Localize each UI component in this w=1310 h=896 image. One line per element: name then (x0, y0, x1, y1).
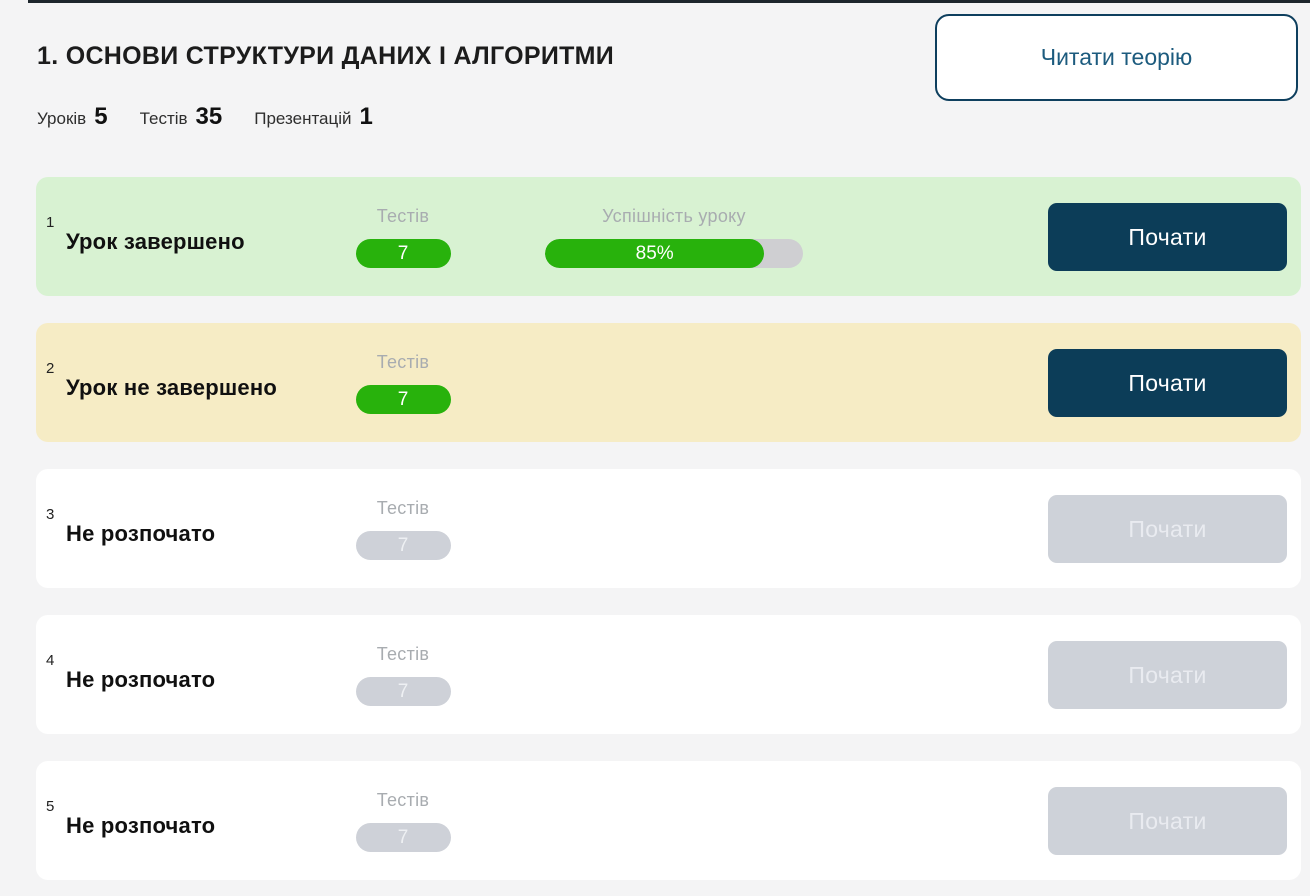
tests-label: Тестів (376, 206, 430, 226)
read-theory-button[interactable]: Читати теорію (935, 14, 1298, 101)
progress-fill: 85% (545, 239, 765, 268)
lesson-number: 2 (46, 360, 55, 377)
start-lesson-button[interactable]: Почати (1048, 349, 1287, 417)
tests-column: Тестів 7 (318, 790, 488, 852)
page-title: 1. ОСНОВИ СТРУКТУРИ ДАНИХ І АЛГОРИТМИ (37, 42, 615, 70)
tests-count-badge: 7 (355, 823, 451, 852)
stat-value: 35 (195, 103, 223, 130)
stat-lessons: Уроків 5 (37, 103, 108, 131)
tests-count-badge: 7 (355, 385, 451, 414)
stat-value: 5 (94, 103, 108, 130)
tests-label: Тестів (376, 644, 430, 664)
progress-bar: 85% (545, 239, 803, 268)
lesson-row-2: 2 Урок не завершено Тестів 7 Почати (36, 323, 1301, 442)
tests-label: Тестів (376, 352, 430, 372)
stat-value: 1 (359, 103, 373, 130)
lesson-status: Урок завершено (66, 229, 245, 254)
stat-label: Презентацій (254, 109, 352, 128)
tests-count-badge: 7 (355, 531, 451, 560)
start-lesson-button-disabled: Почати (1048, 641, 1287, 709)
tests-column: Тестів 7 (318, 352, 488, 414)
start-lesson-button[interactable]: Почати (1048, 203, 1287, 271)
progress-column: Успішність уроку 85% (545, 206, 803, 268)
stat-presentations: Презентацій 1 (254, 103, 373, 131)
progress-label: Успішність уроку (602, 206, 746, 226)
lesson-number: 5 (46, 798, 55, 815)
lesson-number: 1 (46, 214, 55, 231)
lesson-number: 3 (46, 506, 55, 523)
lesson-status: Не розпочато (66, 667, 216, 692)
lesson-row-3: 3 Не розпочато Тестів 7 Почати (36, 469, 1301, 588)
tests-label: Тестів (376, 790, 430, 810)
tests-column: Тестів 7 (318, 644, 488, 706)
tests-count-badge: 7 (355, 677, 451, 706)
tests-label: Тестів (376, 498, 430, 518)
tests-column: Тестів 7 (318, 498, 488, 560)
lesson-row-4: 4 Не розпочато Тестів 7 Почати (36, 615, 1301, 734)
topic-stats: Уроків 5 Тестів 35 Презентацій 1 (37, 103, 373, 131)
lesson-status: Не розпочато (66, 521, 216, 546)
stat-label: Уроків (37, 109, 87, 128)
lesson-list: 1 Урок завершено Тестів 7 Успішність уро… (36, 177, 1301, 896)
lesson-status: Урок не завершено (66, 375, 277, 400)
lesson-status: Не розпочато (66, 813, 216, 838)
stat-tests: Тестів 35 (140, 103, 223, 131)
stat-label: Тестів (139, 109, 188, 128)
top-divider (28, 0, 1310, 3)
start-lesson-button-disabled: Почати (1048, 495, 1287, 563)
lesson-number: 4 (46, 652, 55, 669)
tests-count-badge: 7 (355, 239, 451, 268)
lesson-row-5: 5 Не розпочато Тестів 7 Почати (36, 761, 1301, 880)
tests-column: Тестів 7 (318, 206, 488, 268)
start-lesson-button-disabled: Почати (1048, 787, 1287, 855)
lesson-row-1: 1 Урок завершено Тестів 7 Успішність уро… (36, 177, 1301, 296)
